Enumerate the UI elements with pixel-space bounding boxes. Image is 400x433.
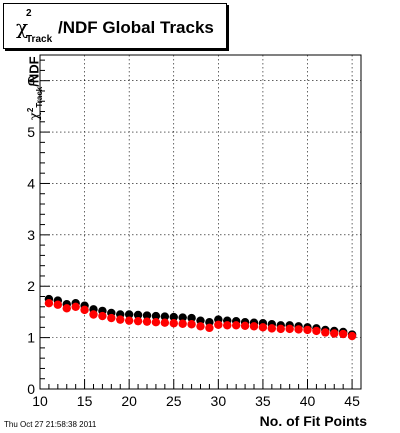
data-point-black — [187, 313, 196, 323]
data-point-black — [151, 311, 161, 321]
data-point-red — [44, 298, 54, 308]
data-point-red — [80, 305, 89, 315]
data-point-red — [124, 316, 134, 325]
ylabel-subscript: Track — [34, 86, 44, 108]
data-point-black — [169, 312, 178, 322]
data-point-red — [249, 322, 259, 331]
data-point-red — [223, 321, 232, 330]
ylabel-text: /NDF — [26, 56, 42, 87]
data-point-red — [276, 324, 285, 334]
data-point-red — [151, 318, 161, 327]
title-superscript: 2 — [26, 8, 32, 19]
ylabel-superscript: 2 — [26, 107, 35, 113]
chart-title: /NDF Global Tracks — [58, 18, 214, 37]
x-tick-label: 35 — [255, 393, 271, 409]
y-tick-label: 4 — [27, 175, 35, 191]
data-point-black — [133, 310, 143, 320]
data-point-red — [187, 320, 196, 329]
data-point-red — [169, 319, 178, 328]
ticks-layer — [39, 59, 362, 390]
data-point-red — [71, 302, 80, 311]
title-subscript: Track — [26, 34, 53, 45]
data-point-red — [231, 321, 241, 330]
data-point-red — [178, 319, 187, 328]
title-box: χ 2 Track /NDF Global Tracks — [3, 3, 227, 49]
data-point-red — [98, 311, 107, 321]
y-tick-label: 3 — [27, 227, 35, 243]
data-point-red — [53, 300, 63, 309]
data-point-red — [321, 328, 330, 337]
y-tick-label: 1 — [27, 330, 35, 346]
x-tick-label: 25 — [166, 393, 182, 409]
data-point-red — [330, 329, 339, 338]
ylabel-chi-symbol: χ — [27, 112, 43, 120]
data-point-red — [133, 316, 143, 326]
data-point-red — [258, 323, 268, 332]
x-tick-label: 20 — [121, 393, 137, 409]
data-point-red — [196, 322, 205, 331]
data-point-red — [240, 321, 250, 330]
data-point-black — [160, 312, 170, 321]
x-axis-label: No. of Fit Points — [259, 413, 367, 429]
data-point-red — [107, 313, 116, 323]
plot-frame — [39, 54, 362, 390]
x-tick-label: 15 — [77, 393, 93, 409]
data-point-black — [178, 313, 187, 322]
x-tick-label: 10 — [32, 393, 48, 409]
x-tick-label: 30 — [211, 393, 227, 409]
data-point-red — [347, 331, 357, 341]
y-tick-label: 0 — [27, 381, 35, 397]
title-chi-symbol: χ — [16, 15, 29, 39]
data-point-red — [160, 318, 170, 327]
data-point-red — [294, 325, 303, 334]
y-tick-label: 5 — [27, 124, 35, 140]
data-point-red — [312, 326, 321, 336]
data-points — [44, 294, 357, 341]
data-point-red — [338, 329, 348, 339]
data-point-red — [116, 315, 125, 324]
data-point-red — [285, 324, 294, 334]
data-point-red — [303, 325, 312, 335]
y-tick-label: 2 — [27, 278, 35, 294]
data-point-black — [124, 310, 134, 319]
data-point-red — [62, 304, 71, 313]
y-tick-label: 6 — [27, 73, 35, 89]
data-point-red — [89, 310, 98, 319]
x-tick-label: 45 — [344, 393, 360, 409]
data-point-red — [267, 324, 277, 333]
timestamp: Thu Oct 27 21:58:38 2011 — [4, 420, 97, 429]
data-point-red — [214, 320, 223, 329]
y-axis-label: χ2Track/NDF — [4, 48, 44, 148]
grid-layer — [39, 55, 361, 389]
data-point-red — [142, 317, 152, 326]
x-tick-label: 40 — [300, 393, 316, 409]
data-point-black — [142, 311, 152, 320]
data-point-red — [205, 323, 214, 333]
